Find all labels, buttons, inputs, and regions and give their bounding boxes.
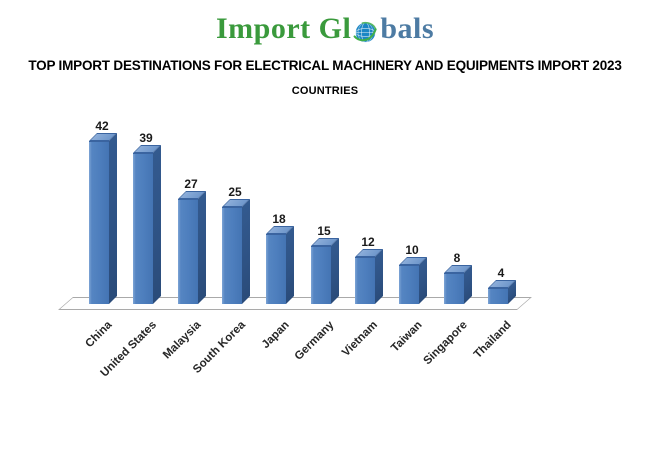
bar-value-label: 18 bbox=[272, 212, 286, 226]
bar-value-label: 8 bbox=[453, 251, 461, 265]
bar-side-face bbox=[242, 199, 250, 304]
bar bbox=[89, 141, 109, 304]
bar-side-face bbox=[375, 249, 383, 304]
x-axis-label: Malaysia bbox=[161, 319, 204, 362]
bar-value-label: 39 bbox=[139, 131, 153, 145]
bar-value-label: 15 bbox=[317, 224, 331, 238]
x-axis-label: Thailand bbox=[471, 319, 514, 361]
bar-side-face bbox=[153, 145, 161, 304]
x-axis-label: Singapore bbox=[421, 319, 470, 368]
bar bbox=[444, 273, 464, 304]
bar bbox=[178, 199, 198, 304]
bar bbox=[266, 234, 286, 304]
bar-side-face bbox=[198, 191, 206, 304]
bar-value-label: 12 bbox=[361, 235, 375, 249]
x-axis-label: Taiwan bbox=[389, 319, 425, 355]
chart-title: TOP IMPORT DESTINATIONS FOR ELECTRICAL M… bbox=[28, 58, 622, 73]
bar-value-label: 4 bbox=[497, 266, 505, 280]
logo-text-right: bals bbox=[380, 12, 435, 45]
x-axis-label: Germany bbox=[292, 319, 337, 363]
globe-icon bbox=[353, 19, 378, 44]
x-axis-label: China bbox=[83, 319, 115, 351]
bar-side-face bbox=[109, 133, 117, 304]
logo-text-left: Import Gl bbox=[215, 12, 352, 45]
bar bbox=[222, 207, 242, 304]
bar-value-label: 42 bbox=[95, 119, 109, 133]
bar-value-label: 25 bbox=[228, 185, 242, 199]
bar-value-label: 10 bbox=[405, 243, 419, 257]
bar bbox=[355, 257, 375, 304]
bar-side-face bbox=[331, 238, 339, 304]
x-axis-label: Vietnam bbox=[340, 319, 381, 359]
x-axis-label: Japan bbox=[259, 319, 292, 351]
bar bbox=[488, 288, 508, 304]
logo: Import Gl bals bbox=[0, 12, 650, 46]
bar bbox=[311, 246, 331, 304]
bar bbox=[133, 153, 153, 304]
bar-value-label: 27 bbox=[184, 177, 198, 191]
bar-side-face bbox=[286, 226, 294, 304]
bar bbox=[399, 265, 419, 304]
chart-subtitle: COUNTRIES bbox=[291, 85, 359, 97]
bar-side-face bbox=[419, 257, 427, 304]
